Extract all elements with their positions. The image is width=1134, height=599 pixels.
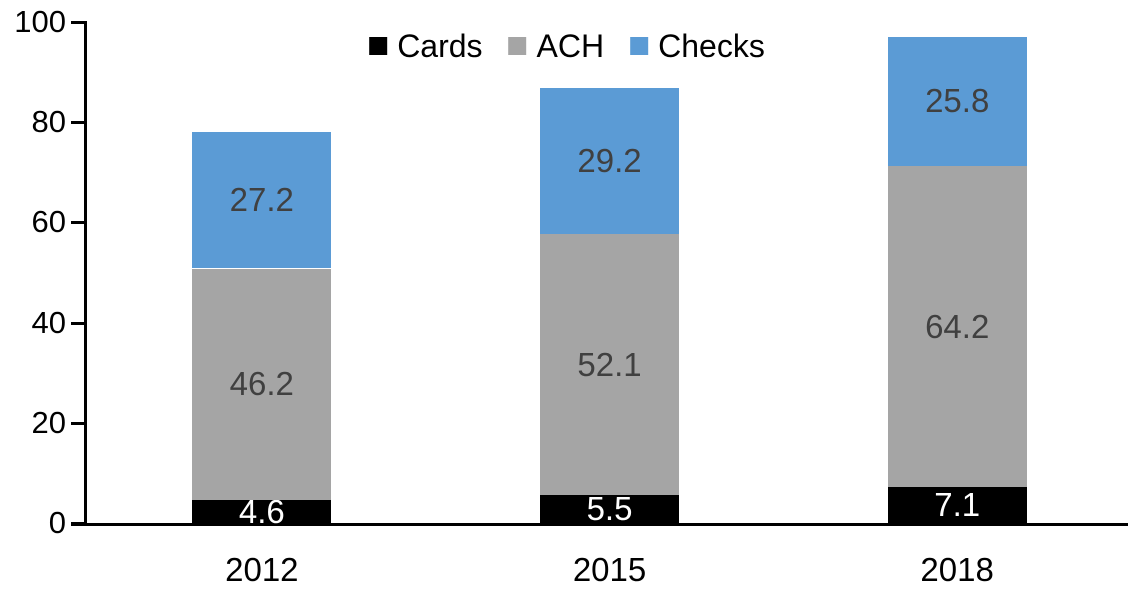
- y-axis-tick: [71, 421, 85, 425]
- data-label-checks-2018: 25.8: [925, 82, 990, 120]
- legend-label-cards: Cards: [397, 28, 483, 64]
- y-axis: [84, 21, 87, 526]
- bar-segment-cards-2015: 5.5: [540, 490, 679, 527]
- y-axis-tick: [71, 121, 85, 125]
- y-axis-tick: [71, 21, 85, 24]
- y-axis-tick-label: 0: [48, 505, 66, 540]
- x-axis-label-2012: 2012: [225, 551, 299, 588]
- bar-segment-cards-2012: 4.6: [192, 493, 332, 530]
- y-axis-tick-label: 20: [31, 404, 66, 440]
- y-axis-tick-label: 100: [14, 4, 66, 39]
- y-axis-tick-label: 80: [31, 104, 66, 140]
- legend-item-ach: ACH: [508, 28, 605, 64]
- data-label-checks-2012: 27.2: [229, 181, 294, 219]
- legend-item-cards: Cards: [369, 28, 483, 64]
- y-axis-tick: [71, 221, 85, 225]
- legend-item-checks: Checks: [630, 28, 765, 64]
- bar-segment-checks-2012: 27.2: [192, 132, 332, 269]
- x-axis-label-2018: 2018: [920, 551, 994, 588]
- legend-marker-ach: [508, 37, 527, 55]
- legend-label-checks: Checks: [658, 28, 765, 64]
- x-axis: [71, 523, 1128, 526]
- chart-legend: Cards ACH Checks: [369, 28, 765, 64]
- x-axis-label-2015: 2015: [572, 551, 647, 588]
- bar-segment-checks-2015: 29.2: [540, 88, 679, 235]
- data-label-cards-2018: 7.1: [934, 486, 981, 524]
- bar-segment-ach-2018: 64.2: [887, 165, 1027, 488]
- bar-segment-cards-2018: 7.1: [887, 486, 1027, 524]
- y-axis-tick-label: 60: [31, 204, 66, 240]
- data-label-cards-2015: 5.5: [586, 490, 633, 528]
- legend-marker-checks: [630, 37, 649, 55]
- y-axis-tick: [71, 522, 85, 525]
- data-label-checks-2015: 29.2: [577, 142, 642, 180]
- legend-marker-cards: [369, 37, 388, 55]
- y-axis-tick: [71, 321, 85, 325]
- y-axis-tick-label: 40: [31, 304, 66, 340]
- bar-segment-checks-2018: 25.8: [887, 36, 1027, 166]
- bar-segment-ach-2015: 52.1: [540, 234, 679, 496]
- data-label-ach-2015: 52.1: [577, 345, 642, 383]
- data-label-ach-2012: 46.2: [229, 365, 294, 403]
- bar-segment-ach-2012: 46.2: [192, 268, 332, 500]
- data-label-ach-2018: 64.2: [925, 307, 990, 345]
- legend-label-ach: ACH: [536, 28, 605, 64]
